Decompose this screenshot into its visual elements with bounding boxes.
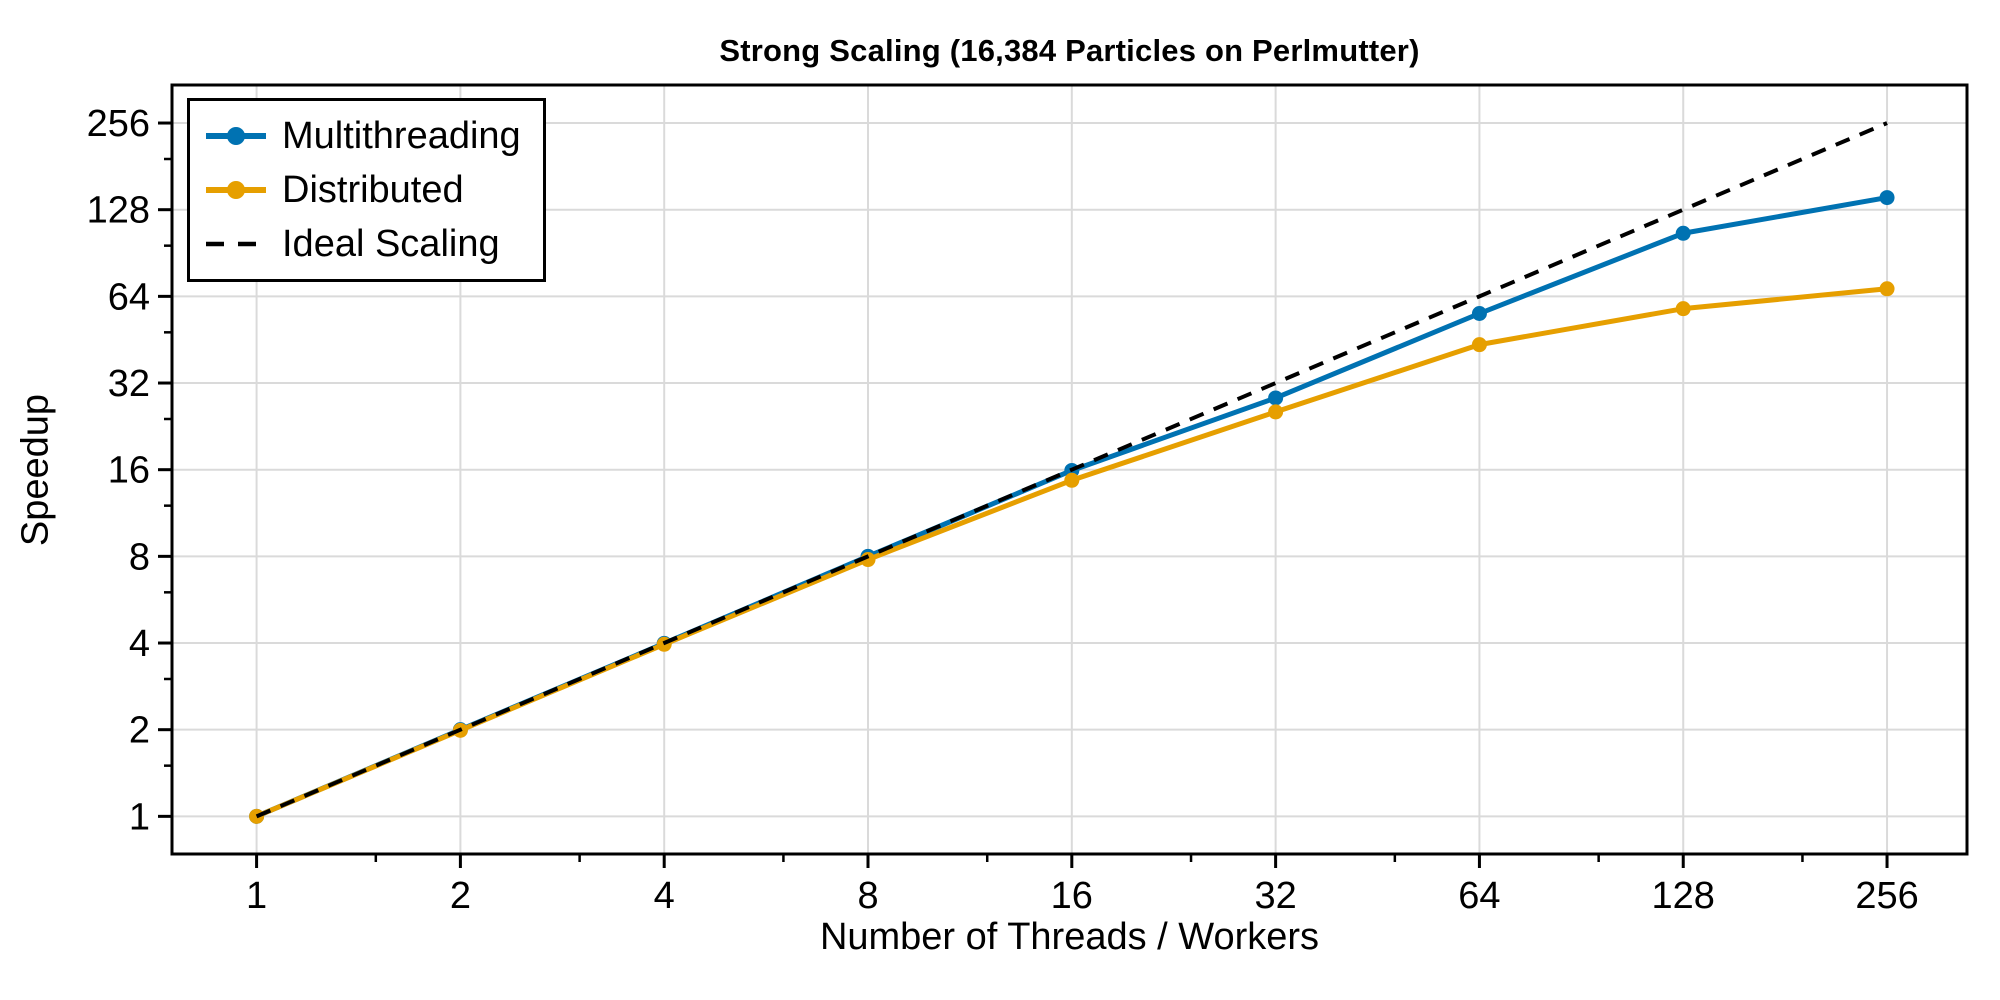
series-marker-multithreading: [1879, 190, 1895, 206]
x-tick-label: 32: [1254, 875, 1296, 917]
series-marker-distributed: [1879, 281, 1895, 297]
x-tick-label: 1: [246, 875, 267, 917]
series-marker-multithreading: [1471, 306, 1487, 322]
x-tick-label: 128: [1652, 875, 1715, 917]
legend-swatch-multithreading: [206, 127, 266, 145]
y-tick-label: 128: [87, 190, 150, 232]
legend: Multithreading Distributed Ideal Scaling: [187, 98, 546, 282]
series-group: [249, 121, 1895, 824]
y-tick-label: 4: [129, 623, 150, 665]
legend-item-distributed: Distributed: [202, 163, 521, 217]
y-tick-label: 2: [129, 710, 150, 752]
legend-label: Distributed: [282, 169, 464, 211]
series-marker-distributed: [860, 552, 876, 568]
x-tick-label: 64: [1458, 875, 1500, 917]
x-tick-label: 256: [1855, 875, 1918, 917]
legend-swatch-marker: [227, 127, 245, 145]
x-tick-label: 8: [857, 875, 878, 917]
x-tick-label: 16: [1051, 875, 1093, 917]
legend-item-multithreading: Multithreading: [202, 109, 521, 163]
series-marker-distributed: [249, 808, 265, 824]
legend-swatch-ideal-scaling: [206, 241, 266, 247]
series-marker-distributed: [1064, 472, 1080, 488]
series-marker-distributed: [1675, 301, 1691, 317]
y-tick-label: 32: [108, 363, 150, 405]
series-marker-multithreading: [1675, 225, 1691, 241]
series-marker-multithreading: [1268, 390, 1284, 406]
tick-labels: 1 2 4 8 16 32 64 128 256 1 2 4 8 16 32 64 128 256: [87, 103, 1919, 917]
legend-swatch-marker: [227, 181, 245, 199]
legend-label: Multithreading: [282, 115, 521, 157]
chart-title: Strong Scaling (16,384 Particles on Perl…: [719, 33, 1420, 68]
y-tick-label: 8: [129, 536, 150, 578]
series-marker-distributed: [1268, 404, 1284, 420]
y-tick-label: 16: [108, 450, 150, 492]
y-tick-label: 64: [108, 276, 150, 318]
y-tick-label: 256: [87, 103, 150, 145]
x-tick-label: 2: [450, 875, 471, 917]
series-marker-distributed: [1471, 337, 1487, 353]
x-tick-label: 4: [654, 875, 675, 917]
x-axis-label: Number of Threads / Workers: [819, 916, 1320, 958]
ticks: [158, 121, 1889, 868]
y-tick-label: 1: [129, 796, 150, 838]
series-line-ideal-scaling: [255, 121, 1888, 819]
legend-item-ideal-scaling: Ideal Scaling: [202, 217, 521, 271]
legend-swatch-distributed: [206, 181, 266, 199]
legend-label: Ideal Scaling: [282, 223, 500, 265]
